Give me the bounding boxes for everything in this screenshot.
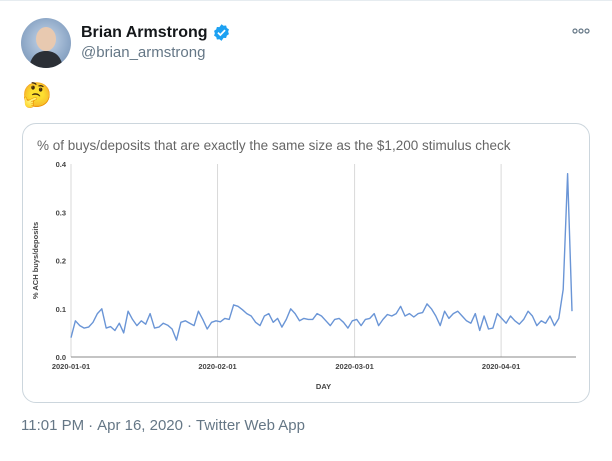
y-tick-label: 0.4 — [56, 160, 67, 169]
tweet-media-chart[interactable]: % of buys/deposits that are exactly the … — [22, 123, 590, 403]
chart-title: % of buys/deposits that are exactly the … — [37, 138, 511, 153]
y-tick-label: 0.1 — [56, 305, 66, 314]
y-tick-label: 0.3 — [56, 208, 66, 217]
x-axis-label: DAY — [316, 382, 331, 391]
author-name-text[interactable]: Brian Armstrong — [81, 23, 208, 41]
author-name[interactable]: Brian Armstrong — [81, 23, 231, 42]
series-line — [70, 173, 573, 341]
x-tick-label: 2020-03-01 — [335, 362, 373, 371]
tweet-date[interactable]: Apr 16, 2020 — [97, 417, 183, 434]
y-axis-label: % ACH buys/deposits — [31, 222, 40, 299]
separator: · — [88, 417, 94, 434]
verified-badge-icon — [213, 24, 229, 41]
more-options-icon — [572, 28, 590, 34]
x-tick-label: 2020-04-01 — [482, 362, 520, 371]
tweet-time[interactable]: 11:01 PM — [21, 417, 85, 434]
tweet-text-emoji: 🤔 — [22, 82, 52, 109]
y-tick-label: 0.2 — [56, 257, 66, 266]
y-tick-label: 0.0 — [56, 353, 66, 362]
x-tick-label: 2020-01-01 — [52, 362, 90, 371]
avatar-photo — [29, 27, 63, 68]
avatar[interactable] — [21, 18, 71, 68]
separator: · — [187, 417, 192, 434]
more-options-button[interactable] — [570, 23, 592, 39]
chart: % of buys/deposits that are exactly the … — [31, 138, 576, 391]
tweet-timestamp[interactable]: 11:01 PM · Apr 16, 2020 · Twitter Web App — [21, 417, 305, 434]
x-tick-label: 2020-02-01 — [198, 362, 236, 371]
tweet-source[interactable]: Twitter Web App — [196, 417, 305, 434]
author-handle[interactable]: @brian_armstrong — [81, 44, 206, 61]
